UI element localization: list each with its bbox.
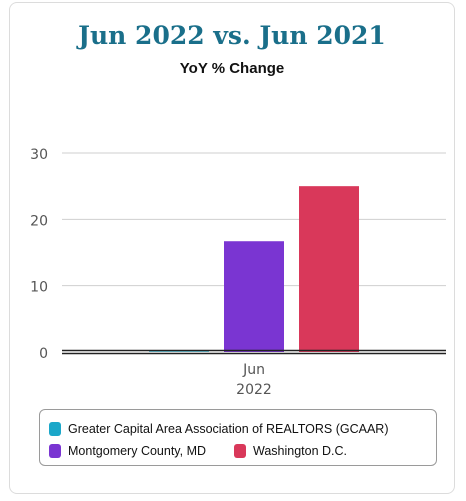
legend-label-gcaar: Greater Capital Area Association of REAL…: [68, 422, 389, 436]
legend-label-dc: Washington D.C.: [253, 444, 348, 458]
legend-item-montgomery[interactable]: Montgomery County, MD: [49, 444, 206, 458]
y-tick-label: 10: [30, 280, 48, 296]
legend-item-dc[interactable]: Washington D.C.: [234, 444, 347, 458]
y-tick-label: 20: [30, 213, 48, 229]
x-tick-label: 2022: [236, 382, 272, 398]
legend-item-gcaar[interactable]: Greater Capital Area Association of REAL…: [49, 422, 389, 436]
chart-title: Jun 2022 vs. Jun 2021: [78, 21, 386, 50]
legend-swatch-dc: [234, 444, 246, 458]
bar-0: [149, 351, 209, 352]
chart-legend: Greater Capital Area Association of REAL…: [39, 409, 437, 466]
bar-2: [299, 186, 359, 352]
chart-subtitle: YoY % Change: [179, 60, 285, 77]
legend-swatch-gcaar: [49, 422, 61, 436]
y-tick-label: 0: [39, 346, 48, 362]
x-tick-label: Jun: [242, 362, 265, 378]
bar-1: [224, 241, 284, 352]
legend-swatch-montgomery: [49, 444, 61, 458]
legend-label-montgomery: Montgomery County, MD: [68, 444, 207, 458]
y-tick-label: 30: [30, 147, 48, 163]
